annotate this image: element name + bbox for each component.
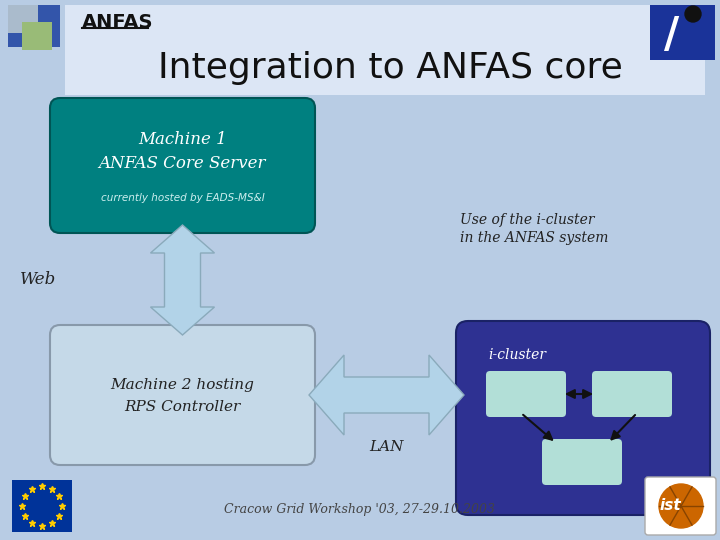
Text: i-cluster: i-cluster (488, 348, 546, 362)
FancyBboxPatch shape (592, 371, 672, 417)
Polygon shape (309, 355, 464, 435)
FancyBboxPatch shape (486, 371, 566, 417)
FancyBboxPatch shape (65, 5, 705, 95)
Text: Web: Web (20, 272, 56, 288)
Text: ANFAS: ANFAS (82, 12, 153, 31)
Text: Integration to ANFAS core: Integration to ANFAS core (158, 51, 622, 85)
Text: RPS Controller: RPS Controller (125, 400, 240, 414)
Text: in the ANFAS system: in the ANFAS system (460, 231, 608, 245)
Circle shape (685, 6, 701, 22)
FancyBboxPatch shape (22, 22, 52, 50)
Polygon shape (150, 225, 215, 335)
FancyBboxPatch shape (50, 325, 315, 465)
FancyBboxPatch shape (8, 5, 38, 33)
Text: ANFAS Core Server: ANFAS Core Server (99, 154, 266, 172)
FancyBboxPatch shape (12, 480, 72, 532)
FancyBboxPatch shape (456, 321, 710, 515)
Text: currently hosted by EADS-MS&I: currently hosted by EADS-MS&I (101, 193, 264, 203)
Text: Cracow Grid Workshop '03, 27-29.10.2003: Cracow Grid Workshop '03, 27-29.10.2003 (225, 503, 495, 516)
FancyBboxPatch shape (8, 5, 60, 47)
FancyBboxPatch shape (645, 477, 716, 535)
FancyBboxPatch shape (542, 439, 622, 485)
Text: ist: ist (660, 498, 681, 514)
FancyBboxPatch shape (50, 98, 315, 233)
FancyBboxPatch shape (650, 5, 715, 60)
Circle shape (659, 484, 703, 528)
Text: /: / (665, 14, 680, 56)
Text: Use of the i-cluster: Use of the i-cluster (460, 213, 595, 227)
Text: LAN: LAN (369, 440, 404, 454)
Text: Machine 2 hosting: Machine 2 hosting (111, 378, 254, 392)
Text: Machine 1: Machine 1 (138, 132, 227, 148)
